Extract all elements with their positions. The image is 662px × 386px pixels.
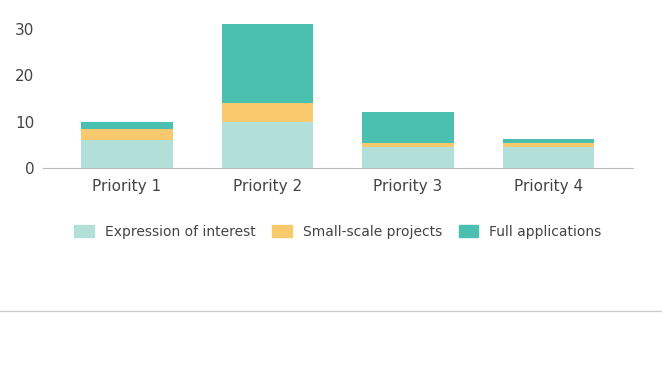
- Bar: [503, 142, 594, 147]
- Bar: [222, 103, 313, 122]
- Bar: [362, 142, 453, 147]
- Bar: [503, 139, 594, 142]
- Bar: [81, 140, 173, 168]
- Bar: [222, 122, 313, 168]
- Bar: [362, 147, 453, 168]
- Legend: Expression of interest, Small-scale projects, Full applications: Expression of interest, Small-scale proj…: [68, 218, 608, 246]
- Bar: [503, 147, 594, 168]
- Bar: [362, 112, 453, 142]
- Bar: [222, 24, 313, 103]
- Bar: [81, 129, 173, 140]
- Bar: [81, 122, 173, 129]
